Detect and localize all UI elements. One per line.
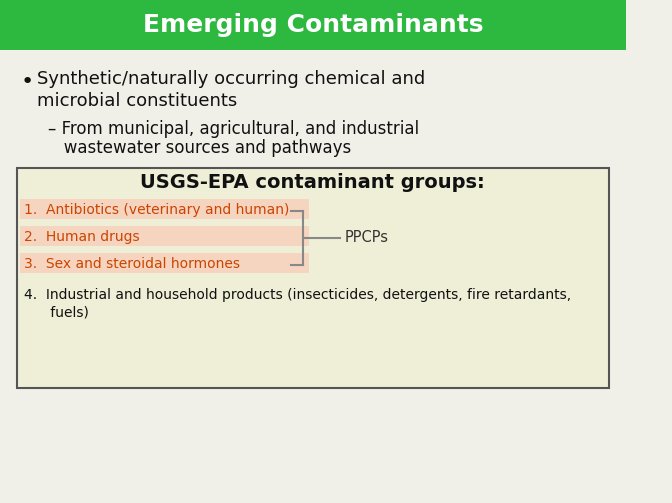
- Text: 1.  Antibiotics (veterinary and human): 1. Antibiotics (veterinary and human): [24, 203, 290, 217]
- Text: USGS-EPA contaminant groups:: USGS-EPA contaminant groups:: [140, 173, 485, 192]
- Text: microbial constituents: microbial constituents: [37, 92, 237, 110]
- FancyBboxPatch shape: [0, 0, 626, 50]
- Text: •: •: [20, 72, 34, 92]
- FancyBboxPatch shape: [20, 226, 309, 246]
- Text: Emerging Contaminants: Emerging Contaminants: [142, 13, 483, 37]
- Text: – From municipal, agricultural, and industrial: – From municipal, agricultural, and indu…: [48, 120, 419, 138]
- FancyBboxPatch shape: [20, 199, 309, 219]
- Text: PPCPs: PPCPs: [345, 230, 388, 245]
- Text: 3.  Sex and steroidal hormones: 3. Sex and steroidal hormones: [24, 257, 240, 271]
- Text: 4.  Industrial and household products (insecticides, detergents, fire retardants: 4. Industrial and household products (in…: [24, 288, 571, 302]
- Text: wastewater sources and pathways: wastewater sources and pathways: [48, 139, 351, 157]
- Text: 2.  Human drugs: 2. Human drugs: [24, 230, 140, 244]
- FancyBboxPatch shape: [17, 168, 609, 388]
- Text: fuels): fuels): [24, 305, 89, 319]
- Text: Synthetic/naturally occurring chemical and: Synthetic/naturally occurring chemical a…: [37, 70, 425, 88]
- FancyBboxPatch shape: [20, 253, 309, 273]
